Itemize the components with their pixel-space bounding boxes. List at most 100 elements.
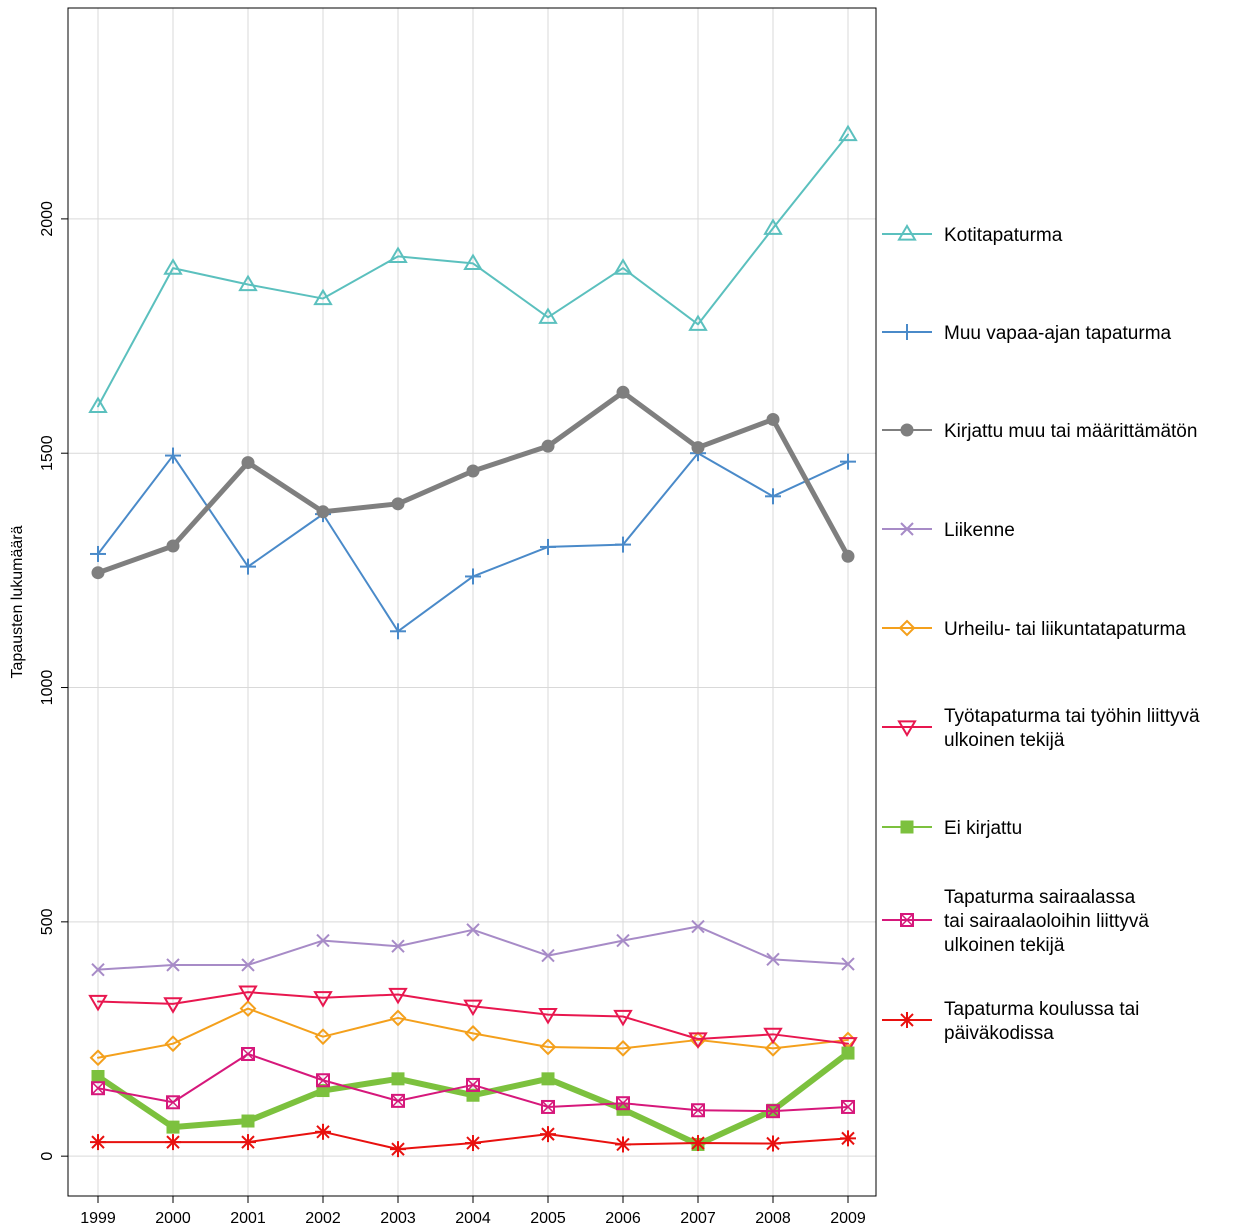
data-point <box>614 1039 632 1057</box>
legend-label: Kotitapaturma <box>944 225 1063 246</box>
data-point <box>613 258 633 275</box>
series-line <box>97 991 849 1045</box>
data-point <box>241 1047 255 1062</box>
y-axis-label: Tapausten lukumäärä <box>9 525 26 678</box>
x-tick-label: 2008 <box>755 1210 791 1227</box>
x-tick-label: 2007 <box>680 1210 716 1227</box>
data-point <box>313 991 333 1008</box>
y-tick-label: 2000 <box>39 201 56 237</box>
legend-item: Tapaturma sairaalassa tai sairaalaoloihin… <box>882 887 1149 956</box>
data-point <box>900 423 914 437</box>
series-kirjattu-muu-tai-m-ritt-m-t-n <box>91 385 855 580</box>
data-point <box>313 288 333 306</box>
data-point <box>538 307 558 324</box>
data-point <box>165 1134 181 1151</box>
data-point <box>616 385 630 399</box>
series-muu-vapaa-ajan-tapaturma <box>90 445 856 640</box>
x-tick-label: 1999 <box>80 1210 116 1227</box>
legend-item: Kotitapaturma <box>882 224 1063 246</box>
data-point <box>466 1077 480 1092</box>
chart-legend: Kotitapaturma Muu vapaa-ajan tapaturma Kir… <box>882 224 1200 1044</box>
data-point <box>391 939 405 953</box>
data-point <box>691 1103 705 1118</box>
data-point <box>238 274 258 292</box>
data-point <box>763 218 783 235</box>
data-point <box>840 1130 856 1147</box>
data-point <box>464 1024 482 1042</box>
data-point <box>241 1114 255 1128</box>
data-point <box>388 246 408 263</box>
data-point <box>91 566 105 580</box>
data-point <box>90 1134 106 1151</box>
data-point <box>838 1037 858 1054</box>
data-point <box>466 923 480 937</box>
data-point <box>765 488 781 505</box>
data-point <box>900 913 914 927</box>
legend-label: ulkoinen tekijä <box>944 935 1065 956</box>
data-point <box>841 957 855 971</box>
data-point <box>164 1035 182 1053</box>
data-point <box>466 464 480 478</box>
data-point <box>166 1120 180 1134</box>
x-tick-label: 2005 <box>530 1210 566 1227</box>
data-point <box>766 1104 780 1119</box>
chart-series <box>88 124 858 1158</box>
data-point <box>316 1084 330 1098</box>
data-point <box>541 1072 555 1086</box>
data-point <box>91 962 105 977</box>
series-line <box>97 1007 849 1059</box>
data-point <box>163 997 183 1014</box>
data-point <box>240 558 256 575</box>
data-point <box>841 1046 855 1060</box>
data-point <box>900 522 914 536</box>
data-point <box>766 952 780 967</box>
plot-area-frame <box>67 7 877 1197</box>
data-point <box>840 453 856 470</box>
data-point <box>900 820 914 834</box>
data-point <box>390 1141 406 1158</box>
data-point <box>691 919 705 934</box>
legend-label: Tapaturma sairaalassa <box>944 887 1136 908</box>
data-point <box>541 439 555 453</box>
legend-item: Liikenne <box>882 520 1015 541</box>
series-tapaturma-sairaalassa-tai-sairaalaoloihin-liittyv-ulkoinen-tekij- <box>91 1047 855 1119</box>
data-point <box>466 1088 480 1102</box>
y-tick-label: 0 <box>39 1152 56 1161</box>
legend-item: Ei kirjattu <box>882 818 1022 839</box>
data-point <box>239 1000 257 1017</box>
data-point <box>688 314 708 331</box>
data-point <box>897 720 917 737</box>
x-tick-label: 2000 <box>155 1210 191 1227</box>
data-point <box>391 497 405 511</box>
data-point <box>540 538 556 555</box>
x-tick-label: 2001 <box>230 1210 266 1227</box>
legend-label: Työtapaturma tai työhin liittyvä <box>944 706 1200 727</box>
x-tick-label: 2009 <box>830 1210 866 1227</box>
data-point <box>166 539 180 553</box>
y-tick-label: 1000 <box>39 670 56 706</box>
data-point <box>899 1012 915 1028</box>
data-point <box>316 505 330 519</box>
data-point <box>615 536 631 553</box>
data-point <box>315 1123 331 1140</box>
data-point <box>389 1009 407 1027</box>
data-point <box>463 999 483 1017</box>
series-ty-tapaturma-tai-ty-hin-liittyv-ulkoinen-tekij- <box>88 985 858 1054</box>
legend-label: päiväkodissa <box>944 1023 1054 1044</box>
data-point <box>613 1009 633 1027</box>
data-point <box>899 324 915 340</box>
data-point <box>765 1135 781 1152</box>
data-point <box>163 258 183 275</box>
data-point <box>88 396 108 413</box>
legend-label: ulkoinen tekijä <box>944 730 1065 751</box>
x-tick-label: 2003 <box>380 1210 416 1227</box>
data-point <box>241 456 255 470</box>
data-point <box>391 1072 405 1086</box>
legend-item: Urheilu- tai liikuntatapaturma <box>882 619 1186 640</box>
data-point <box>841 1099 855 1114</box>
legend-label: Urheilu- tai liikuntatapaturma <box>944 619 1186 640</box>
data-point <box>763 1027 783 1045</box>
legend-item: Tapaturma koulussa tai päiväkodissa <box>882 999 1139 1044</box>
data-point <box>390 623 406 640</box>
data-point <box>465 568 481 585</box>
